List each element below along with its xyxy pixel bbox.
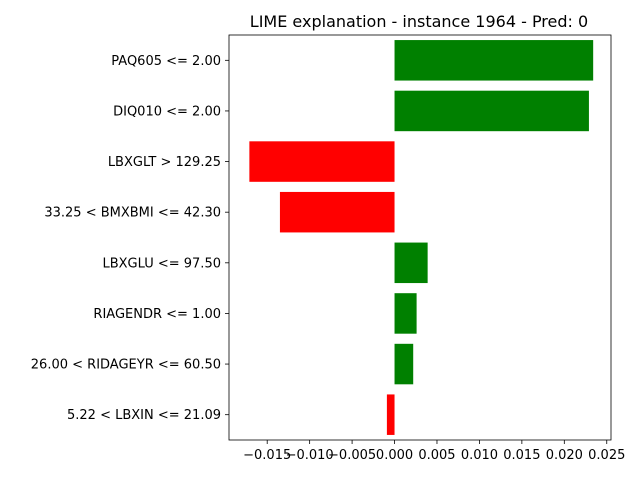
x-tick-label: 0.025 [588,448,625,463]
x-tick-label: 0.005 [418,448,455,463]
bar-0 [394,40,594,81]
x-tick-label: −0.015 [243,448,291,463]
bar-1 [394,90,589,132]
bar-4 [394,242,428,284]
x-tick-label: −0.005 [328,448,376,463]
x-tick-label: −0.010 [286,448,334,463]
y-tick-label: 5.22 < LBXIN <= 21.09 [67,408,221,423]
x-tick-label: 0.010 [461,448,498,463]
bar-6 [394,343,414,385]
axes-frame [228,34,612,441]
y-tick-label: 33.25 < BMXBMI <= 42.30 [44,206,221,221]
y-tick-label: LBXGLT > 129.25 [108,155,221,170]
y-tick-label: PAQ605 <= 2.00 [111,54,221,69]
x-tick-label: 0.015 [503,448,540,463]
x-tick-label: 0.000 [376,448,413,463]
plot-area: PAQ605 <= 2.00 DIQ010 <= 2.00 LBXGLT > 129… [31,34,625,463]
x-tick-label: 0.020 [546,448,583,463]
chart-title: LIME explanation - instance 1964 - Pred:… [250,12,588,31]
bar-3 [279,191,395,233]
y-tick-label: 26.00 < RIDAGEYR <= 60.50 [31,358,221,373]
y-tick-label: DIQ010 <= 2.00 [113,104,221,119]
y-tick-label: LBXGLU <= 97.50 [102,256,221,271]
y-tick-label: RIAGENDR <= 1.00 [93,307,221,322]
bar-7 [386,394,395,435]
bar-2 [249,141,395,182]
bar-5 [394,293,417,334]
